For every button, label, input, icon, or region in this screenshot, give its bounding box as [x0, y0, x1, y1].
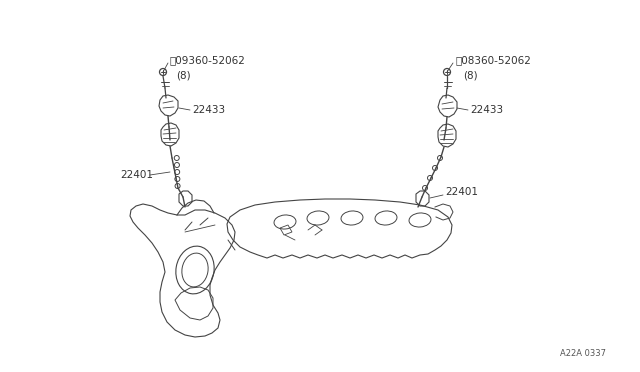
Text: (8): (8)	[463, 70, 477, 80]
Text: 22401: 22401	[120, 170, 153, 180]
Text: A22A 0337: A22A 0337	[560, 349, 606, 358]
Text: (8): (8)	[176, 70, 191, 80]
Text: Ⓜ08360-52062: Ⓜ08360-52062	[455, 55, 531, 65]
Text: Ⓜ09360-52062: Ⓜ09360-52062	[170, 55, 246, 65]
Text: 22433: 22433	[192, 105, 225, 115]
Text: 22401: 22401	[445, 187, 478, 197]
Text: 22433: 22433	[470, 105, 503, 115]
